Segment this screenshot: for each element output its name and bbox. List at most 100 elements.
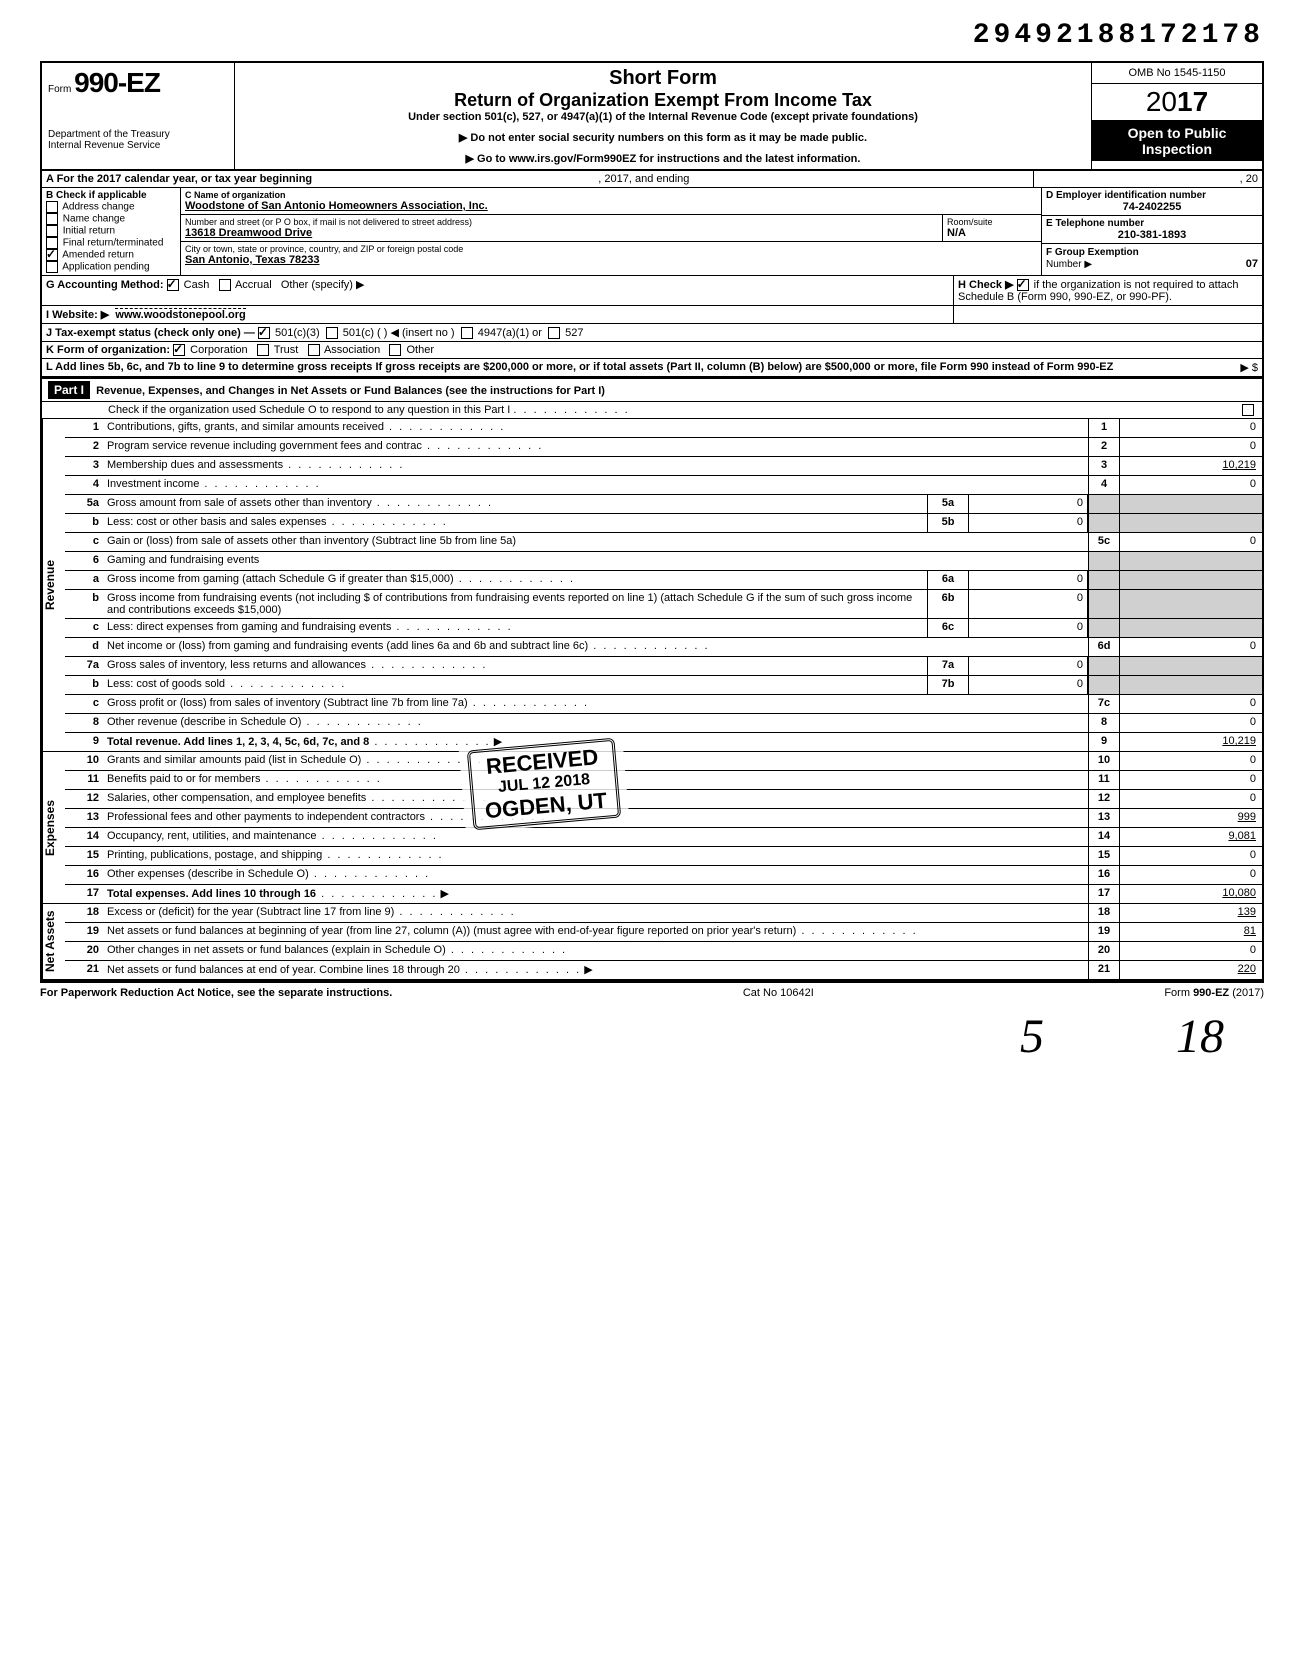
line-2-val: 0 — [1119, 438, 1262, 456]
line-17-arrow: ▶ — [440, 888, 448, 900]
check-association[interactable] — [308, 344, 320, 356]
line-21-val: 220 — [1119, 961, 1262, 979]
check-other-org[interactable] — [389, 344, 401, 356]
line-7b-num: b — [65, 676, 103, 694]
line-6a-num: a — [65, 571, 103, 589]
check-501c3[interactable] — [258, 327, 270, 339]
line-20-val: 0 — [1119, 942, 1262, 960]
line-12-box: 12 — [1088, 790, 1119, 808]
part1-label: Part I — [48, 381, 90, 399]
line-5b-desc: Less: cost or other basis and sales expe… — [107, 516, 327, 528]
check-application-pending[interactable] — [46, 261, 58, 273]
opt-501c3: 501(c)(3) — [275, 327, 320, 339]
line-5c-num: c — [65, 533, 103, 551]
check-527[interactable] — [548, 327, 560, 339]
line-11-num: 11 — [65, 771, 103, 789]
row-j-label: J Tax-exempt status (check only one) — — [46, 327, 255, 339]
line-3-box: 3 — [1088, 457, 1119, 475]
line-11-desc: Benefits paid to or for members — [107, 773, 260, 785]
line-21-desc: Net assets or fund balances at end of ye… — [107, 964, 460, 976]
line-7a-subbox: 7a — [927, 657, 969, 675]
line-4-box: 4 — [1088, 476, 1119, 494]
opt-trust: Trust — [274, 344, 299, 356]
line-16-val: 0 — [1119, 866, 1262, 884]
line-11-val: 0 — [1119, 771, 1262, 789]
line-12-num: 12 — [65, 790, 103, 808]
footer-right: Form 990-EZ (2017) — [1164, 987, 1264, 999]
line-6c-num: c — [65, 619, 103, 637]
ein-value: 74-2402255 — [1046, 201, 1258, 213]
check-cash[interactable] — [167, 279, 179, 291]
subtitle: Under section 501(c), 527, or 4947(a)(1)… — [243, 111, 1083, 123]
line-9-desc: Total revenue. Add lines 1, 2, 3, 4, 5c,… — [107, 736, 369, 748]
note-ssn: ▶ Do not enter social security numbers o… — [243, 131, 1083, 144]
row-c-label: C Name of organization — [185, 190, 1037, 200]
sig-1: 5 — [1020, 1010, 1044, 1063]
line-11-box: 11 — [1088, 771, 1119, 789]
form-header: Form 990-EZ Department of the Treasury I… — [40, 61, 1264, 171]
side-revenue: Revenue — [42, 419, 65, 751]
line-18-box: 18 — [1088, 904, 1119, 922]
addr-label: Number and street (or P O box, if mail i… — [185, 217, 938, 227]
opt-accrual: Accrual — [235, 279, 272, 291]
line-20-desc: Other changes in net assets or fund bala… — [107, 944, 446, 956]
check-schedule-b[interactable] — [1017, 279, 1029, 291]
line-6d-desc: Net income or (loss) from gaming and fun… — [107, 640, 588, 652]
opt-address-change: Address change — [62, 202, 134, 213]
title-short-form: Short Form — [243, 67, 1083, 90]
opt-501c: 501(c) ( ) ◀ (insert no ) — [343, 327, 455, 339]
opt-application-pending: Application pending — [62, 262, 149, 273]
line-9-val: 10,219 — [1119, 733, 1262, 751]
line-4-desc: Investment income — [107, 478, 199, 490]
check-name-change[interactable] — [46, 213, 58, 225]
line-15-box: 15 — [1088, 847, 1119, 865]
opt-association: Association — [324, 344, 380, 356]
line-6a-subval: 0 — [969, 571, 1088, 589]
line-16-box: 16 — [1088, 866, 1119, 884]
line-7b-subval: 0 — [969, 676, 1088, 694]
line-5a-num: 5a — [65, 495, 103, 513]
line-9-num: 9 — [65, 733, 103, 751]
line-20-box: 20 — [1088, 942, 1119, 960]
row-b-label: B Check if applicable — [46, 190, 176, 201]
line-1-num: 1 — [65, 419, 103, 437]
side-netassets: Net Assets — [42, 904, 65, 979]
sig-2: 18 — [1176, 1010, 1224, 1063]
check-amended-return[interactable] — [46, 249, 58, 261]
check-trust[interactable] — [257, 344, 269, 356]
check-corporation[interactable] — [173, 344, 185, 356]
opt-amended-return: Amended return — [62, 250, 134, 261]
line-4-num: 4 — [65, 476, 103, 494]
line-13-val: 999 — [1119, 809, 1262, 827]
line-3-desc: Membership dues and assessments — [107, 459, 283, 471]
line-2-desc: Program service revenue including govern… — [107, 440, 422, 452]
line-5a-subbox: 5a — [927, 495, 969, 513]
check-address-change[interactable] — [46, 201, 58, 213]
line-7c-box: 7c — [1088, 695, 1119, 713]
dept-label: Department of the Treasury Internal Reve… — [48, 129, 228, 151]
line-10-box: 10 — [1088, 752, 1119, 770]
line-13-box: 13 — [1088, 809, 1119, 827]
row-e-label: E Telephone number — [1046, 218, 1258, 229]
row-l-text: L Add lines 5b, 6c, and 7b to line 9 to … — [46, 361, 1113, 373]
line-5a-desc: Gross amount from sale of assets other t… — [107, 497, 372, 509]
check-accrual[interactable] — [219, 279, 231, 291]
line-6a-subbox: 6a — [927, 571, 969, 589]
line-17-num: 17 — [65, 885, 103, 903]
line-12-desc: Salaries, other compensation, and employ… — [107, 792, 366, 804]
line-8-box: 8 — [1088, 714, 1119, 732]
line-7a-desc: Gross sales of inventory, less returns a… — [107, 659, 366, 671]
check-initial-return[interactable] — [46, 225, 58, 237]
line-5c-val: 0 — [1119, 533, 1262, 551]
line-3-num: 3 — [65, 457, 103, 475]
check-4947[interactable] — [461, 327, 473, 339]
signature-area: 5 18 — [40, 999, 1264, 1064]
line-6b-subbox: 6b — [927, 590, 969, 618]
footer-left: For Paperwork Reduction Act Notice, see … — [40, 987, 392, 999]
line-13-desc: Professional fees and other payments to … — [107, 811, 425, 823]
opt-other-org: Other — [406, 344, 434, 356]
line-15-val: 0 — [1119, 847, 1262, 865]
check-501c[interactable] — [326, 327, 338, 339]
line-6b-desc: Gross income from fundraising events (no… — [107, 592, 912, 616]
check-schedule-o[interactable] — [1242, 404, 1254, 416]
